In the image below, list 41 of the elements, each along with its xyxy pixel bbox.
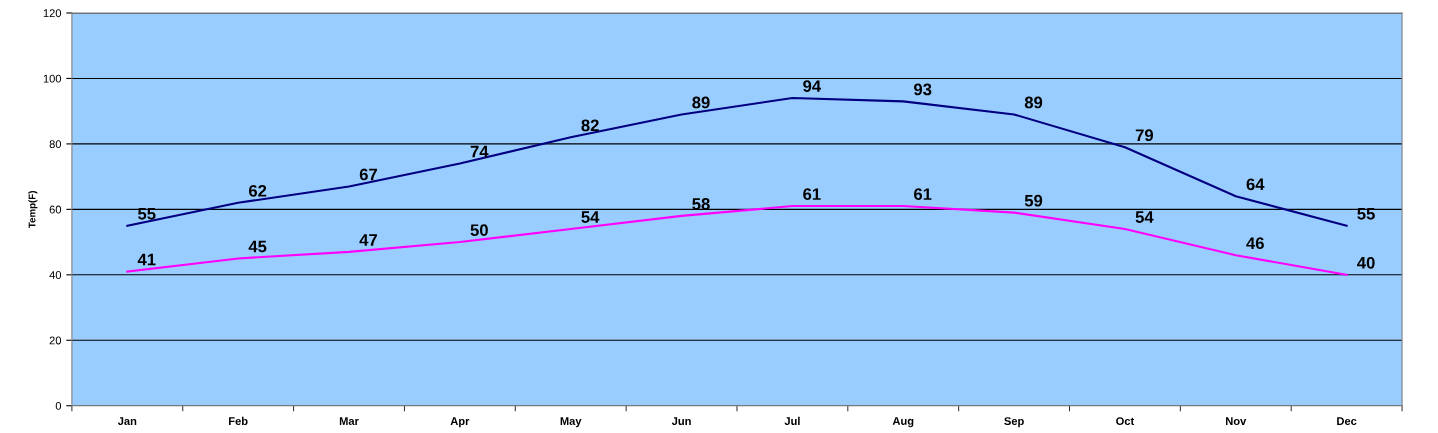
data-label: 89 bbox=[1024, 96, 1043, 109]
data-label: 54 bbox=[581, 211, 600, 223]
y-tick-label: 120 bbox=[43, 9, 62, 18]
data-label: 74 bbox=[470, 145, 489, 158]
data-label: 41 bbox=[137, 253, 156, 266]
x-tick-label: Dec bbox=[1337, 417, 1357, 425]
data-label: 45 bbox=[248, 240, 267, 253]
data-label: 54 bbox=[1135, 211, 1154, 223]
data-label: 59 bbox=[1024, 194, 1043, 207]
x-tick-label: Jul bbox=[784, 416, 800, 425]
data-label: 40 bbox=[1357, 256, 1375, 269]
y-tick-label: 20 bbox=[49, 336, 62, 345]
x-tick-label: Jun bbox=[671, 417, 691, 425]
data-label: 94 bbox=[803, 80, 822, 93]
data-label: 64 bbox=[1246, 178, 1265, 191]
y-tick-label: 0 bbox=[55, 401, 62, 410]
data-label: 47 bbox=[359, 234, 377, 246]
data-label: 93 bbox=[914, 83, 932, 96]
data-label: 46 bbox=[1246, 237, 1264, 250]
x-tick-label: May bbox=[560, 417, 582, 428]
y-tick-label: 40 bbox=[49, 271, 62, 279]
data-label: 79 bbox=[1135, 129, 1154, 142]
x-tick-label: Nov bbox=[1226, 417, 1247, 425]
x-tick-label: Oct bbox=[1116, 417, 1135, 425]
x-tick-label: Mar bbox=[339, 417, 359, 425]
data-label: 61 bbox=[914, 188, 932, 201]
x-tick-label: Sep bbox=[1004, 417, 1024, 428]
data-label: 89 bbox=[692, 96, 710, 109]
x-tick-label: Jan bbox=[117, 417, 137, 425]
data-label: 67 bbox=[359, 168, 377, 181]
data-label: 61 bbox=[803, 188, 821, 201]
x-tick-label: Feb bbox=[229, 416, 248, 425]
data-label: 62 bbox=[248, 184, 267, 197]
y-axis-title: Temp(F) bbox=[28, 191, 38, 229]
data-label: 82 bbox=[581, 119, 599, 132]
y-tick-label: 100 bbox=[43, 74, 62, 83]
x-tick-label: Aug bbox=[892, 417, 914, 428]
y-tick-label: 80 bbox=[49, 140, 62, 149]
x-tick-label: Apr bbox=[450, 417, 470, 428]
y-tick-label: 60 bbox=[49, 205, 62, 214]
data-label: 50 bbox=[470, 224, 488, 237]
